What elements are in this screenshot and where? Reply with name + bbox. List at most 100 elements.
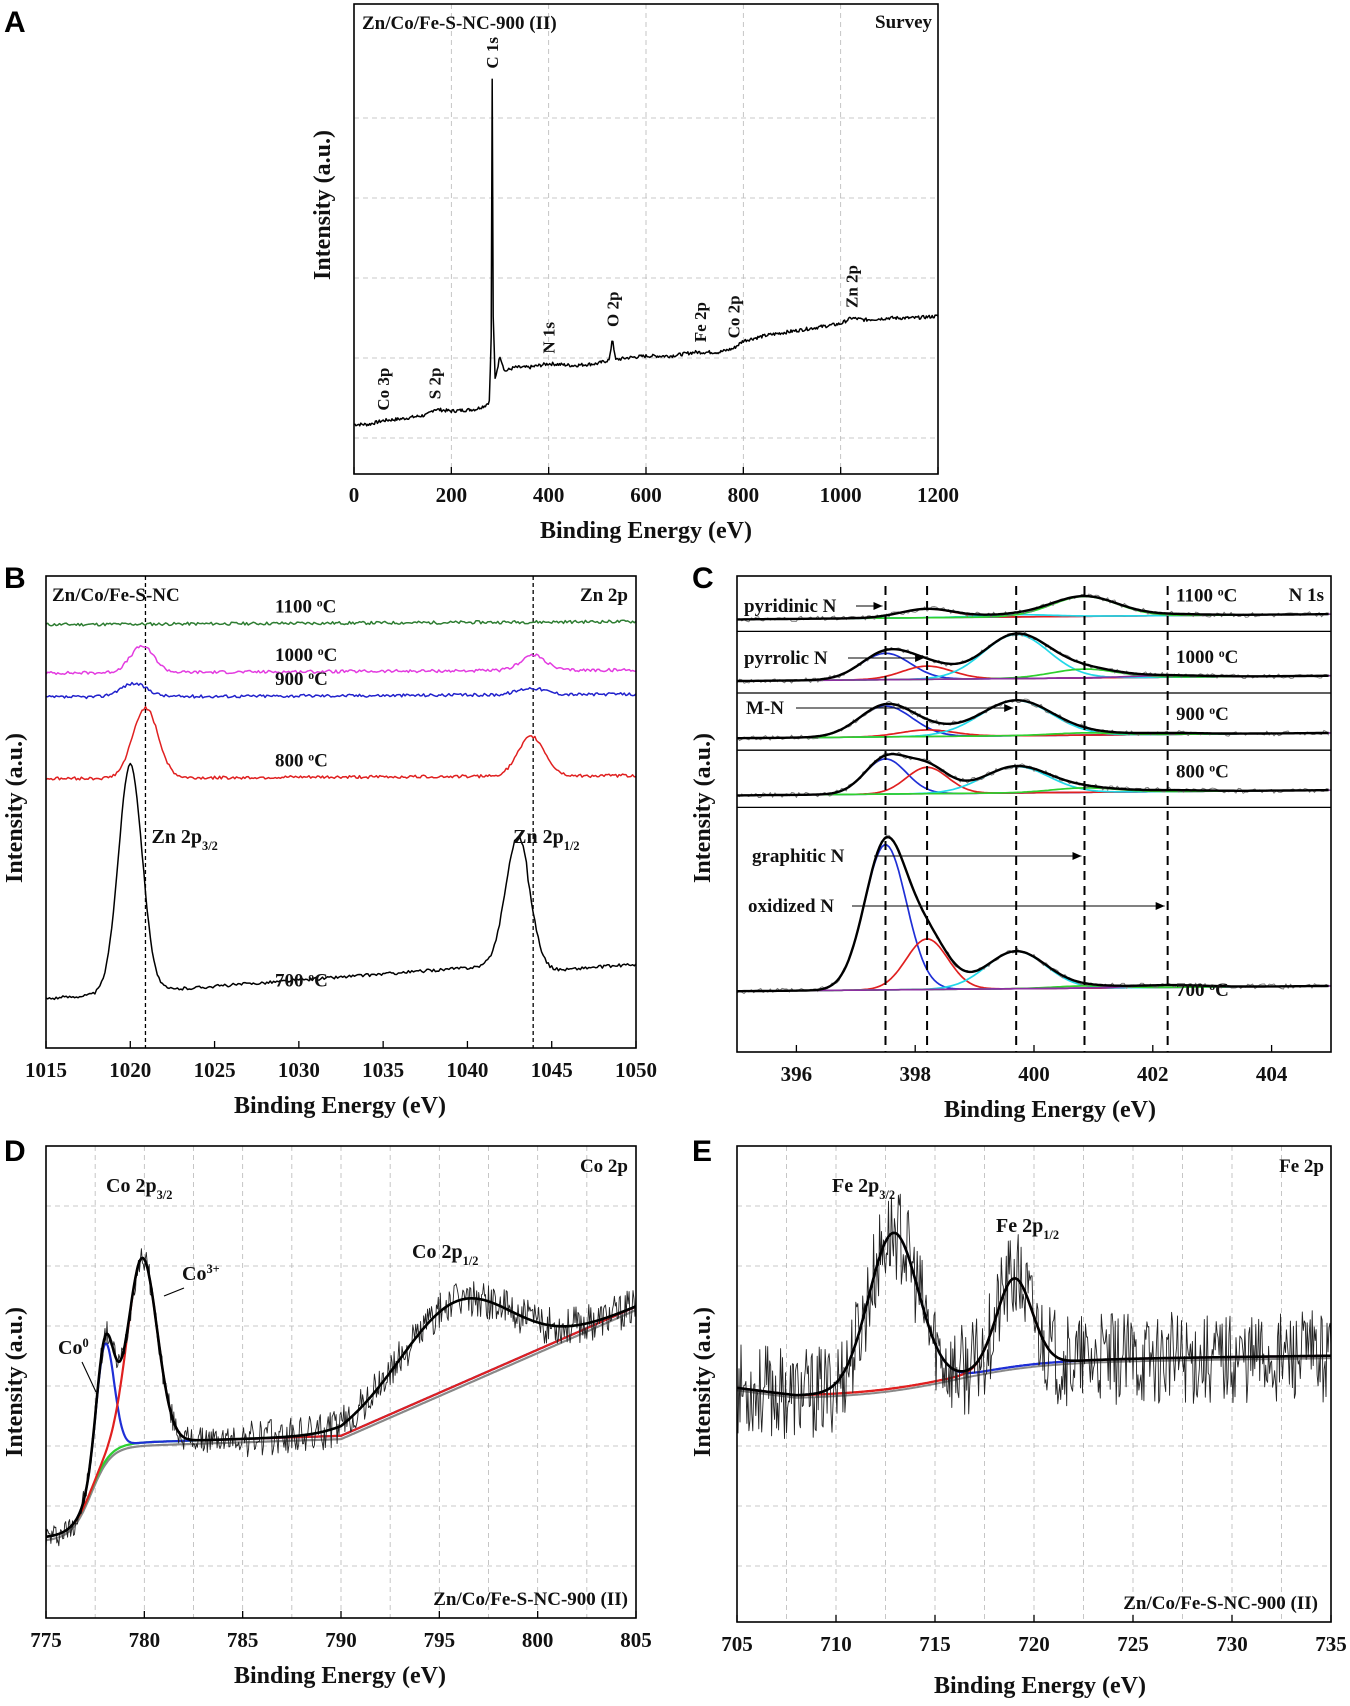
- panel-c-species-label: M-N: [746, 698, 784, 719]
- panel-d-label-co0-part: 0: [82, 1336, 88, 1350]
- panel-b-peak-label-1-2: Zn 2p1/2: [513, 826, 579, 853]
- panel-a-survey-line: [353, 78, 939, 427]
- panel-d-arrow-co0: [81, 1361, 97, 1393]
- panel-d-component-line: [45, 1305, 637, 1538]
- panel-b-temperature-label-part: 700: [275, 971, 308, 992]
- panel-c-temperature-label-part: 1100: [1176, 585, 1218, 606]
- panel-a-tick-label: 600: [630, 483, 662, 507]
- panel-e-label-2p3-2-part: Fe 2p: [832, 1175, 879, 1197]
- panel-d-tick-label: 800: [522, 1628, 554, 1652]
- panel-b-temperature-label-part: C: [323, 597, 337, 618]
- panel-b-temperature-label: 900 oC: [275, 669, 328, 691]
- panel-b-temperature-label-part: o: [308, 750, 314, 763]
- panel-c-envelope-line: [737, 752, 1329, 797]
- panel-a-plot-area: [353, 78, 939, 427]
- panel-c-temperature-label-part: o: [1209, 761, 1215, 774]
- panel-a-x-axis-label: Binding Energy (eV): [540, 518, 752, 544]
- panel-c-plot-area: [736, 586, 1332, 1052]
- panel-e-raw-line: [736, 1193, 1332, 1439]
- panel-d-label-co0: Co0: [58, 1336, 89, 1359]
- panel-b-temperature-label-part: o: [308, 669, 314, 682]
- panel-b-temperature-label: 700 oC: [275, 970, 328, 992]
- panel-a-tick-label: 800: [728, 483, 760, 507]
- panel-b-temperature-label-part: C: [314, 971, 328, 992]
- panel-c-tick-label: 402: [1137, 1062, 1169, 1086]
- panel-b-temperature-label-part: o: [318, 645, 324, 658]
- panel-c-tick-label: 398: [899, 1062, 931, 1086]
- panel-b-temperature-label-part: 1100: [275, 597, 317, 618]
- panel-b-peak-label-1-2-part: 1/2: [564, 839, 580, 853]
- panel-b-series-line: [45, 644, 637, 676]
- panel-d-label-2p3-2-part: Co 2p: [106, 1175, 157, 1197]
- panel-d-tick-label: 795: [424, 1628, 456, 1652]
- panel-e-tick-label: 710: [820, 1632, 852, 1656]
- panel-c-tick-label: 400: [1018, 1062, 1050, 1086]
- panel-c-temperature-label-part: C: [1224, 585, 1238, 606]
- panel-a-tick-label: 1200: [917, 483, 959, 507]
- panel-c-temperature-label-part: C: [1215, 704, 1229, 725]
- panel-e-label-2p1-2: Fe 2p1/2: [996, 1215, 1059, 1242]
- panel-c-temperature-label-part: o: [1218, 585, 1224, 598]
- panel-c-temperature-label: 1000 oC: [1176, 647, 1238, 669]
- panel-c-envelope-line: [737, 699, 1329, 740]
- panel-c-species-label: pyrrolic N: [744, 648, 828, 669]
- panel-c-temperature-label-part: C: [1215, 980, 1229, 1001]
- panel-b-temperature-label-part: o: [308, 970, 314, 983]
- panel-c-temperature-label-part: 800: [1176, 761, 1209, 782]
- panel-d-region-label: Co 2p: [580, 1156, 628, 1177]
- panel-e-envelope-line: [736, 1231, 1332, 1397]
- panel-d-raw-line: [45, 1248, 637, 1548]
- panel-a-peak-label: C 1s: [483, 37, 502, 69]
- panel-c-temperature-label-part: 1000: [1176, 647, 1219, 668]
- panel-c-temperature-label-part: o: [1219, 647, 1225, 660]
- panel-e-tick-label: 725: [1117, 1632, 1149, 1656]
- panel-c-temperature-label-part: o: [1209, 704, 1215, 717]
- panel-a-peak-label: Co 3p: [374, 368, 393, 411]
- panel-b-tick-label: 1015: [25, 1058, 67, 1082]
- panel-d-sample-label: Zn/Co/Fe-S-NC-900 (II): [433, 1589, 628, 1610]
- panel-e-label-2p1-2-part: 1/2: [1043, 1228, 1059, 1242]
- panel-b-tick-label: 1050: [615, 1058, 657, 1082]
- panel-c-temperature-label: 900 oC: [1176, 704, 1229, 726]
- panel-c-species-label: graphitic N: [752, 846, 845, 867]
- panel-c-species-arrowhead: [1004, 704, 1014, 712]
- panel-e-x-ticks: 705 710 715 720 725 730 735: [721, 1615, 1347, 1656]
- panel-d-tick-label: 775: [30, 1628, 62, 1652]
- panel-d-grid: [46, 1146, 636, 1618]
- panel-c-temperature-label-part: C: [1215, 761, 1229, 782]
- panel-b-series-line: [45, 762, 637, 1001]
- panel-a-peak-labels: Co 3p S 2p C 1s N 1s O 2p Fe 2p Co 2p Zn 2p: [374, 37, 861, 411]
- panel-d-x-axis-label: Binding Energy (eV): [234, 1663, 446, 1689]
- panel-a-peak-label: Zn 2p: [842, 265, 861, 308]
- panel-e-plot-area: [736, 1193, 1332, 1439]
- panel-b-temperature-label-part: 1000: [275, 645, 318, 666]
- panel-c-tick-label: 404: [1256, 1062, 1288, 1086]
- panel-e-tick-label: 735: [1315, 1632, 1347, 1656]
- panel-b-plot-area: [45, 576, 637, 1048]
- panel-e-y-axis-label: Intensity (a.u.): [690, 1307, 716, 1457]
- panel-b-tick-label: 1035: [362, 1058, 404, 1082]
- panel-c-temperature-label-part: C: [1225, 647, 1239, 668]
- panel-letter-e: E: [692, 1135, 712, 1168]
- panel-d-background-line: [45, 1305, 637, 1538]
- panel-b-temperature-label-part: 800: [275, 751, 308, 772]
- panel-b-temperature-label-part: o: [317, 596, 323, 609]
- panel-c-temperature-label-part: 700: [1176, 980, 1209, 1001]
- panel-a-tick-label: 400: [533, 483, 565, 507]
- panel-b-temperature-label-part: C: [314, 669, 328, 690]
- panel-d-shirley-line: [45, 1309, 637, 1542]
- panel-d-label-co3-part: Co: [182, 1263, 206, 1285]
- panel-a-tick-label: 200: [436, 483, 468, 507]
- panel-e-tick-label: 730: [1216, 1632, 1248, 1656]
- panel-c-envelope-line: [737, 836, 1329, 993]
- panel-d-tick-label: 780: [129, 1628, 161, 1652]
- panel-d-label-2p1-2-part: 1/2: [463, 1254, 479, 1268]
- panel-e-tick-label: 705: [721, 1632, 753, 1656]
- panel-c-temperature-label: 1100 oC: [1176, 585, 1237, 607]
- panel-b-series-line: [45, 619, 637, 627]
- panel-c-species-label: pyridinic N: [744, 596, 837, 617]
- panel-letter-a: A: [4, 6, 26, 39]
